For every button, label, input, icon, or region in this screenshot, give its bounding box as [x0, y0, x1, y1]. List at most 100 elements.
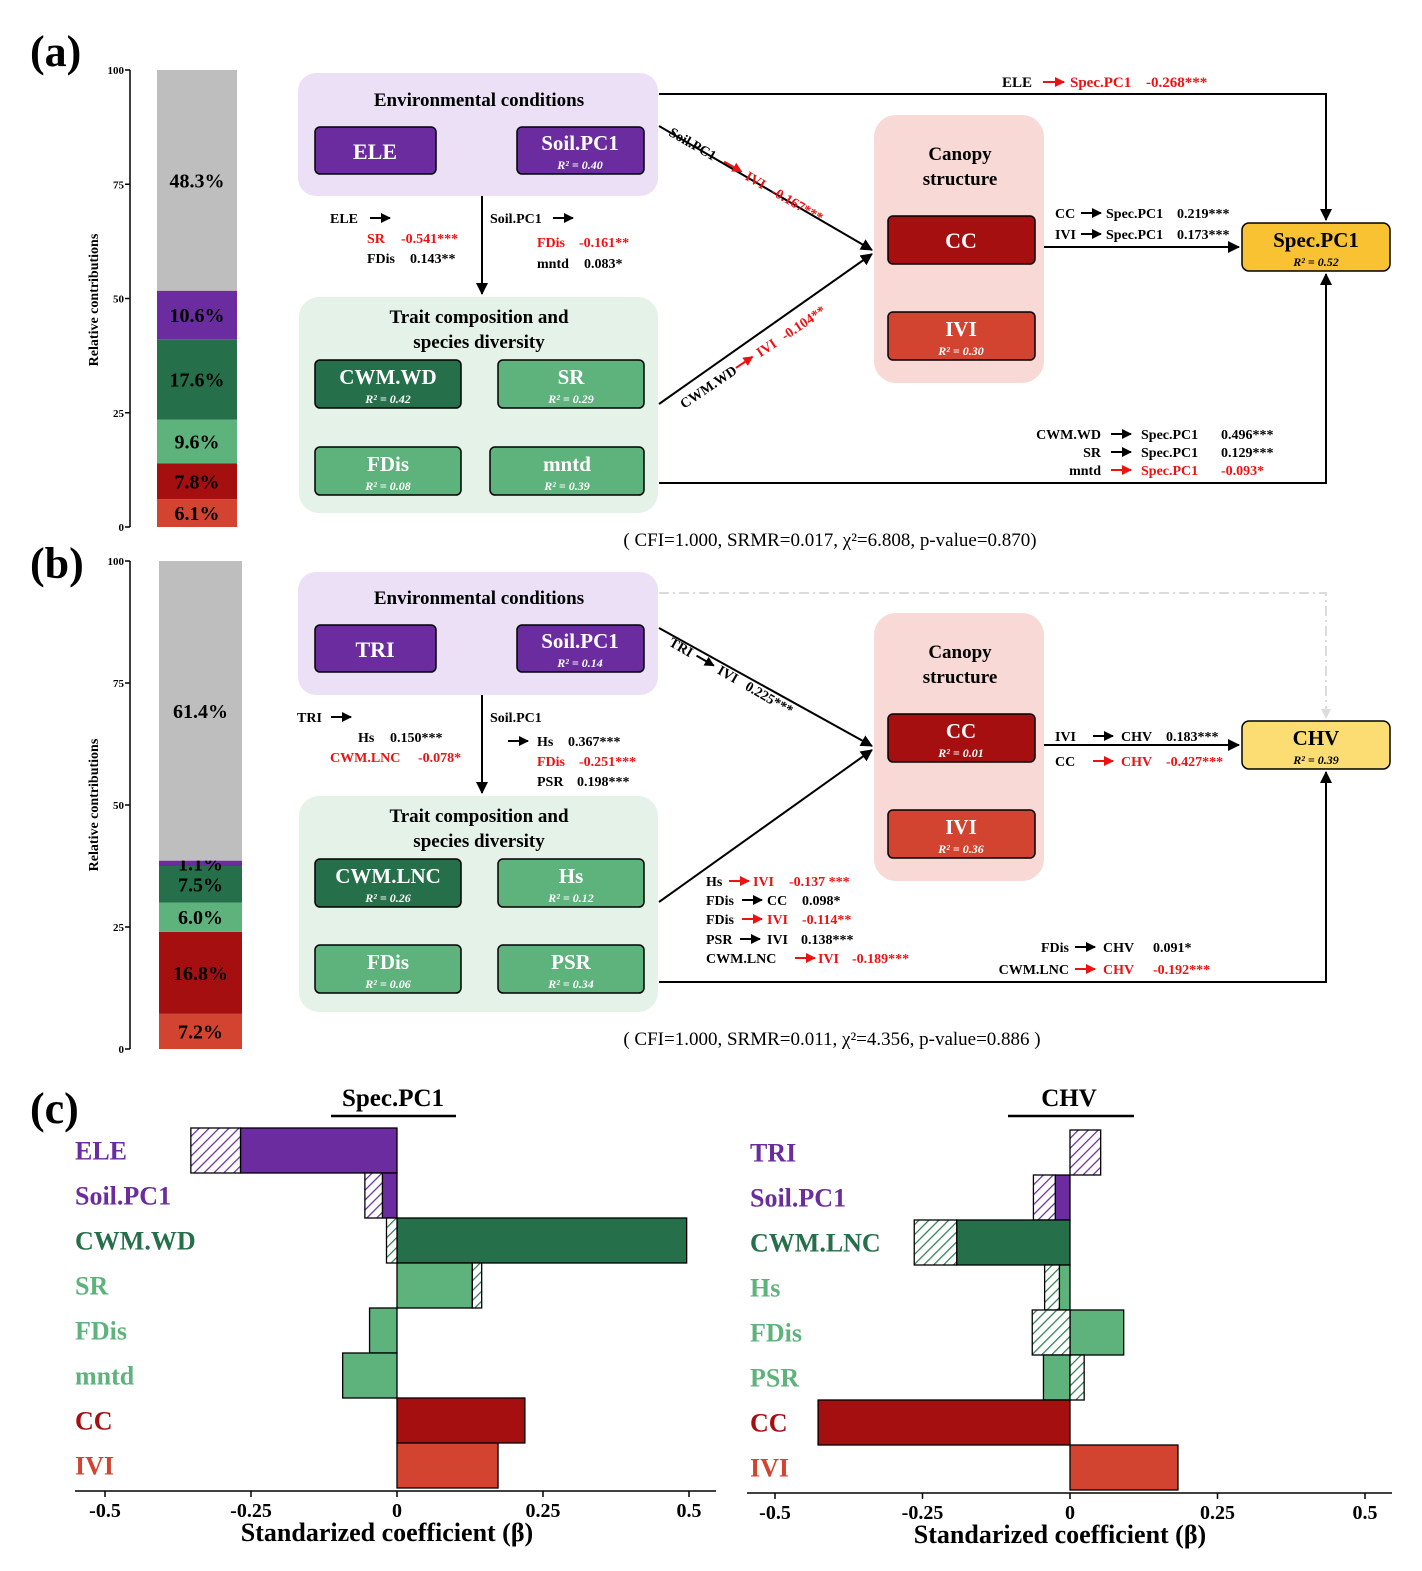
label-ivi-spec-dst: Spec.PC1	[1106, 228, 1163, 243]
label-l2-dst: CC	[767, 894, 787, 909]
label-cc-spec-val: 0.219***	[1177, 207, 1230, 222]
path-tri-chv-ns	[659, 592, 1331, 719]
chart-0-bar-direct	[396, 1262, 473, 1309]
node-cwm-wd-r2: R² = 0.42	[364, 392, 410, 406]
panel-b-bar-tick-label: 50	[113, 800, 125, 812]
panel-b-bar-segment-label: 61.4%	[173, 701, 228, 723]
label-ele-spec-src: ELE	[1002, 75, 1032, 91]
node-cc-b-label: CC	[946, 719, 976, 743]
node-fdis-b-r2: R² = 0.06	[364, 977, 410, 991]
chart-1-category-label: Hs	[750, 1274, 780, 1303]
label-cc-spec-dst: Spec.PC1	[1106, 207, 1163, 222]
chart-1-bar-indirect	[913, 1219, 958, 1266]
chart-1-category-label: PSR	[750, 1364, 799, 1393]
node-cc-label: CC	[945, 228, 977, 253]
label-cwm-ivi-src: CWM.WD	[678, 364, 740, 413]
label-ivi-chv-src: IVI	[1055, 730, 1076, 745]
label-cwm-spec-dst: Spec.PC1	[1141, 428, 1198, 443]
panel-a-bar-segment-label: 6.1%	[175, 503, 220, 525]
panel-b-bar-segment-label: 7.5%	[178, 874, 223, 896]
env-title-b: Environmental conditions	[374, 588, 584, 609]
chart-0-bar-direct	[381, 1172, 398, 1219]
label-tri-mid-src: TRI	[297, 711, 322, 726]
node-fdis-b	[314, 944, 462, 994]
node-sr	[497, 359, 645, 409]
node-ivi	[887, 311, 1036, 361]
label-l2-src: FDis	[706, 894, 735, 909]
label-tri-hs: Hs	[358, 731, 375, 746]
label-ele-sr-val: -0.541***	[401, 232, 458, 247]
node-ele	[314, 126, 437, 175]
panel-b-bar-segment-label: 16.8%	[173, 963, 228, 985]
label-ele-fdis-val: 0.143**	[410, 252, 456, 267]
node-sr-label: SR	[558, 365, 586, 389]
node-mntd-r2: R² = 0.39	[543, 479, 589, 493]
label-l1-src: Hs	[706, 875, 723, 890]
label-mntd-spec-dst: Spec.PC1	[1141, 464, 1198, 479]
label-r1-val: 0.091*	[1153, 941, 1192, 956]
panel-a-bar-ylabel: Relative contributions	[87, 233, 102, 366]
panel-b-bar-segment	[159, 1013, 242, 1049]
chart-1-bar-indirect	[1069, 1129, 1102, 1176]
node-tri	[314, 624, 437, 673]
env-title: Environmental conditions	[374, 90, 584, 111]
label-tri-cwm-val: -0.078*	[418, 751, 461, 766]
chart-spec-pc1: Spec.PC1 ELE Soil.PC1 CWM.WD SR FDis mntd CC IVI…	[75, 1085, 716, 1547]
chart-1-bar-indirect	[1031, 1309, 1071, 1356]
panel-b-bar-segment-label: 6.0%	[178, 907, 223, 929]
chart-1-category-label: IVI	[750, 1454, 789, 1483]
chart-1-bar-indirect	[1043, 1264, 1061, 1311]
panel-a-bar-tick-label: 25	[113, 408, 125, 420]
label-soil-fdis-val: -0.161**	[579, 236, 629, 251]
chart-1-bar-direct	[1058, 1264, 1071, 1311]
chart-chv: CHV TRI Soil.PC1 CWM.LNC Hs FDis PSR CC IVI -0.5 -…	[747, 1085, 1392, 1549]
label-ele-spec-dst: Spec.PC1	[1070, 75, 1131, 91]
label-l5-src: CWM.LNC	[706, 952, 776, 967]
panel-b-bar-tick-label: 75	[113, 678, 125, 690]
panel-a-bar-segment-label: 17.6%	[170, 369, 225, 391]
panel-b-label: (b)	[30, 539, 84, 588]
chart-0-bar-direct	[396, 1442, 499, 1489]
label-tri-ivi-dst: IVI	[714, 663, 740, 686]
node-soil-pc1	[516, 126, 645, 175]
node-mntd	[489, 446, 645, 496]
chart-0-bar-direct	[396, 1217, 688, 1264]
label-cc-chv-val: -0.427***	[1166, 755, 1223, 770]
chart-0-category-label: IVI	[75, 1452, 114, 1481]
chart-0-bar-indirect	[471, 1262, 483, 1309]
node-spec-pc1	[1241, 222, 1391, 272]
panel-b-bar-segment	[159, 866, 242, 903]
label-r2-src: CWM.LNC	[999, 963, 1069, 978]
panel-b-bar-tick-label: 25	[113, 922, 125, 934]
node-chv	[1241, 720, 1391, 770]
chart-1-bar-indirect	[1032, 1174, 1056, 1221]
panel-b: (b) Relative contributions 0 25 50 75 100 7.2…	[30, 539, 1391, 1056]
panel-b-bar-segment	[159, 860, 242, 866]
node-soil-pc1-r2: R² = 0.40	[556, 158, 602, 172]
node-ivi-b-r2: R² = 0.36	[937, 842, 983, 856]
node-fdis	[314, 446, 462, 496]
node-spec-pc1-r2: R² = 0.52	[1292, 255, 1338, 269]
label-r1-src: FDis	[1041, 941, 1070, 956]
label-sr-spec-val: 0.129***	[1221, 446, 1274, 461]
node-cc-b-r2: R² = 0.01	[937, 746, 983, 760]
chart-1-tick-label: 0	[1065, 1502, 1075, 1524]
panel-b-bar-ylabel: Relative contributions	[87, 738, 102, 871]
node-cwm-wd	[314, 359, 462, 409]
label-cwm-ivi-dst: IVI	[754, 337, 780, 361]
label-cwm-spec-src: CWM.WD	[1036, 428, 1101, 443]
chart-1-bar-direct	[956, 1219, 1071, 1266]
chart-1-bar-direct	[1054, 1174, 1071, 1221]
panel-b-fit-stats: ( CFI=1.000, SRMR=0.011, χ²=4.356, p-val…	[623, 1029, 1040, 1050]
panel-a-bar-segment	[157, 419, 237, 464]
chart-1-bar-direct	[1042, 1354, 1071, 1401]
chart-0-tick-label: -0.25	[230, 1500, 272, 1522]
label-soil-psr: PSR	[537, 775, 564, 790]
panel-a-stacked-bar: 0 25 50 75 100 6.1% 7.8% 9.6% 17.6% 10.6% 48.3%	[108, 65, 237, 534]
path-env-canopy	[658, 125, 873, 251]
label-sr-spec-src: SR	[1083, 446, 1102, 461]
node-soil-pc1-b-r2: R² = 0.14	[556, 656, 602, 670]
chart-0-title: Spec.PC1	[342, 1085, 444, 1112]
node-spec-pc1-label: Spec.PC1	[1273, 228, 1359, 252]
chart-1-category-label: FDis	[750, 1319, 802, 1348]
